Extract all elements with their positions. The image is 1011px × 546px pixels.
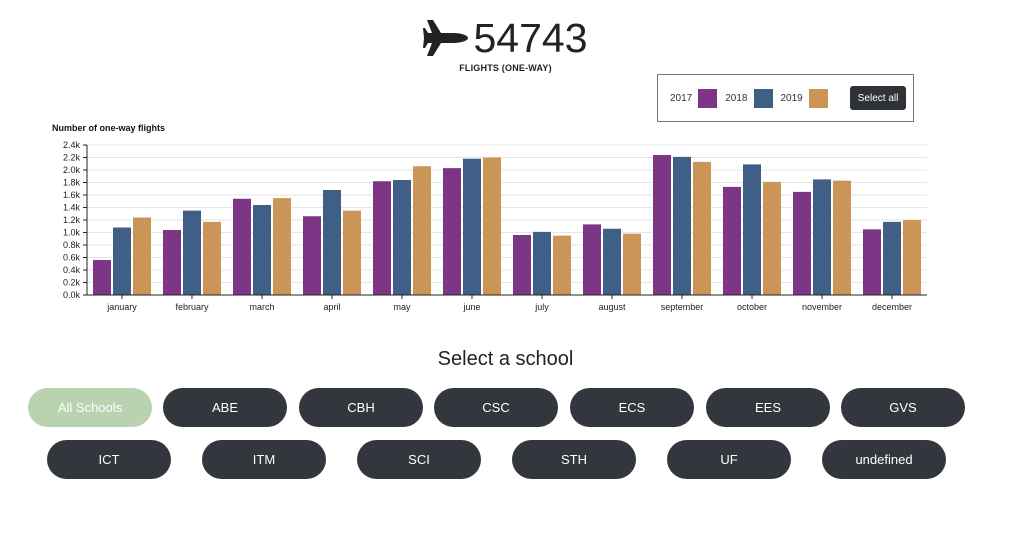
x-tick-label-december: december [872, 302, 912, 312]
bar-may-2017[interactable] [373, 181, 391, 295]
y-tick-label: 2.0k [63, 165, 81, 175]
bar-november-2018[interactable] [813, 179, 831, 295]
total-flights-row: 54743 [423, 14, 588, 62]
bar-december-2019[interactable] [903, 220, 921, 295]
legend-label-2017: 2017 [670, 92, 693, 104]
bar-october-2018[interactable] [743, 164, 761, 295]
x-tick-label-april: april [323, 302, 340, 312]
bar-april-2017[interactable] [303, 216, 321, 295]
legend-label-2019: 2019 [780, 92, 803, 104]
bar-march-2017[interactable] [233, 198, 251, 295]
x-tick-label-march: march [249, 302, 274, 312]
bar-september-2018[interactable] [673, 156, 691, 295]
grid-lines [87, 144, 927, 296]
bar-march-2018[interactable] [253, 205, 271, 295]
school-button-sci[interactable]: SCI [357, 440, 481, 479]
bar-august-2018[interactable] [603, 228, 621, 295]
school-button-gvs[interactable]: GVS [841, 388, 965, 427]
y-tick-label: 2.4k [63, 140, 81, 150]
y-tick-label: 0.0k [63, 290, 81, 300]
bar-july-2019[interactable] [553, 235, 571, 295]
y-tick-label: 0.4k [63, 265, 81, 275]
x-tick-label-june: june [462, 302, 480, 312]
school-button-all-schools[interactable]: All Schools [28, 388, 152, 427]
bar-august-2017[interactable] [583, 224, 601, 295]
x-tick-label-august: august [598, 302, 626, 312]
bar-december-2017[interactable] [863, 229, 881, 295]
legend-swatch-2017[interactable] [698, 88, 718, 108]
bar-july-2018[interactable] [533, 231, 551, 295]
select-all-button[interactable]: Select all [849, 86, 907, 110]
bar-august-2019[interactable] [623, 233, 641, 295]
summary-header: 54743 FLIGHTS (ONE-WAY) [0, 14, 1011, 73]
bar-november-2019[interactable] [833, 180, 851, 295]
bar-december-2018[interactable] [883, 221, 901, 295]
bar-october-2019[interactable] [763, 181, 781, 295]
bars [93, 155, 921, 295]
x-tick-label-july: july [534, 302, 549, 312]
bar-september-2019[interactable] [693, 161, 711, 295]
total-flights-caption: FLIGHTS (ONE-WAY) [459, 63, 552, 73]
bar-february-2017[interactable] [163, 230, 181, 295]
bar-april-2018[interactable] [323, 190, 341, 295]
school-button-cbh[interactable]: CBH [299, 388, 423, 427]
school-button-itm[interactable]: ITM [202, 440, 326, 479]
legend-label-2018: 2018 [725, 92, 748, 104]
y-axis-title: Number of one-way flights [52, 123, 165, 133]
x-tick-label-february: february [175, 302, 209, 312]
flights-bar-chart: Number of one-way flights 0.0k0.2k0.4k0.… [52, 123, 927, 312]
bar-january-2017[interactable] [93, 260, 111, 295]
y-tick-label: 1.8k [63, 178, 81, 188]
school-button-uf[interactable]: UF [667, 440, 791, 479]
x-tick-label-october: october [737, 302, 767, 312]
school-button-undefined[interactable]: undefined [822, 440, 946, 479]
x-tick-label-may: may [393, 302, 411, 312]
y-tick-label: 0.2k [63, 278, 81, 288]
school-button-sth[interactable]: STH [512, 440, 636, 479]
axes: 0.0k 0.2k 0.4k 0.6k 0.8k 1.0k 1.2k 1.4k 1.6k 1.8k… [63, 140, 927, 312]
y-tick-label: 1.2k [63, 215, 81, 225]
y-tick-label: 1.6k [63, 190, 81, 200]
bar-july-2017[interactable] [513, 235, 531, 295]
y-tick-label: 0.6k [63, 253, 81, 263]
year-legend: 2017 2018 2019 Select all [657, 74, 914, 122]
bar-february-2019[interactable] [203, 221, 221, 295]
bar-november-2017[interactable] [793, 191, 811, 295]
total-flights-value: 54743 [473, 15, 588, 61]
bar-june-2018[interactable] [463, 158, 481, 295]
bar-may-2019[interactable] [413, 166, 431, 295]
legend-swatch-2019[interactable] [808, 88, 828, 108]
select-school-title: Select a school [437, 348, 574, 370]
bar-june-2019[interactable] [483, 157, 501, 296]
bar-october-2017[interactable] [723, 186, 741, 295]
legend-item-2018[interactable]: 2018 [725, 88, 773, 108]
x-tick-label-january: january [106, 302, 137, 312]
x-tick-label-november: november [802, 302, 842, 312]
school-button-abe[interactable]: ABE [163, 388, 287, 427]
legend-item-2017[interactable]: 2017 [670, 88, 718, 108]
school-button-csc[interactable]: CSC [434, 388, 558, 427]
school-button-ees[interactable]: EES [706, 388, 830, 427]
school-button-ecs[interactable]: ECS [570, 388, 694, 427]
legend-swatch-2018[interactable] [753, 88, 773, 108]
x-tick-label-september: september [661, 302, 704, 312]
bar-january-2018[interactable] [113, 227, 131, 296]
bar-september-2017[interactable] [653, 155, 671, 295]
bar-march-2019[interactable] [273, 198, 291, 295]
bar-april-2019[interactable] [343, 210, 361, 295]
y-tick-label: 2.2k [63, 153, 81, 163]
legend-item-2019[interactable]: 2019 [780, 88, 828, 108]
y-tick-label: 1.4k [63, 203, 81, 213]
airplane-icon [423, 20, 469, 56]
bar-january-2019[interactable] [133, 217, 151, 296]
bar-may-2018[interactable] [393, 180, 411, 295]
school-button-ict[interactable]: ICT [47, 440, 171, 479]
bar-june-2017[interactable] [443, 168, 461, 295]
bar-february-2018[interactable] [183, 210, 201, 295]
y-tick-label: 1.0k [63, 228, 81, 238]
y-tick-label: 0.8k [63, 240, 81, 250]
